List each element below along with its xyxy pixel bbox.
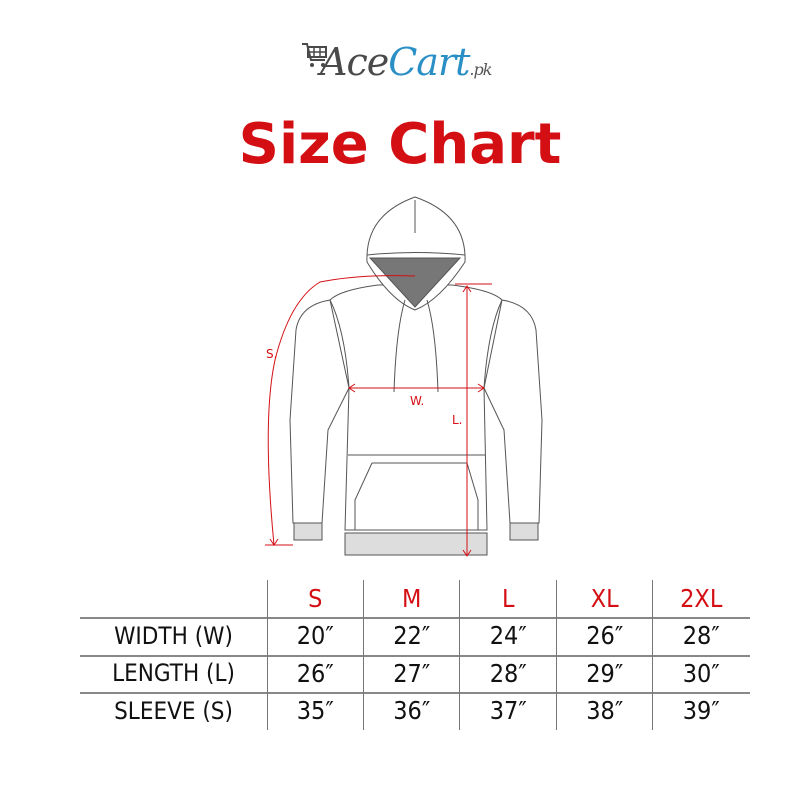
left-cuff <box>293 522 323 541</box>
size-header: 2XL <box>680 584 723 613</box>
column-divider <box>652 580 653 730</box>
sleeve-label: S. <box>266 347 277 361</box>
logo-cart: Cart <box>388 40 470 84</box>
row-label: WIDTH (W) <box>114 621 233 650</box>
table-row: WIDTH (W) 20″ 22″ 24″ 26″ 28″ <box>80 617 750 655</box>
brand-logo: AceCart.pk <box>300 36 510 96</box>
table-cell: 28″ <box>489 658 527 688</box>
hem-ribbing <box>344 532 488 556</box>
table-row: LENGTH (L) 26″ 27″ 28″ 29″ 30″ <box>80 655 750 693</box>
table-header-row: S M L XL 2XL <box>80 580 750 617</box>
column-divider <box>363 580 364 730</box>
length-label: L. <box>452 413 463 427</box>
table-row: SLEEVE (S) 35″ 36″ 37″ 38″ 39″ <box>80 692 750 730</box>
page-title: Size Chart <box>238 112 562 177</box>
logo-ace: Ace <box>320 40 389 84</box>
table-cell: 29″ <box>586 658 624 688</box>
row-label: LENGTH (L) <box>112 659 235 688</box>
table-cell: 39″ <box>682 696 720 726</box>
table-cell: 26″ <box>296 658 334 688</box>
right-sleeve <box>483 299 543 524</box>
table-cell: 28″ <box>682 621 720 651</box>
row-divider <box>80 655 750 657</box>
size-header: XL <box>590 584 619 613</box>
table-cell: 36″ <box>393 696 431 726</box>
row-label: SLEEVE (S) <box>114 696 233 725</box>
size-header: M <box>402 584 422 613</box>
table-cell: 35″ <box>296 696 334 726</box>
size-header: L <box>501 584 515 613</box>
right-cuff <box>509 522 539 541</box>
sleeve-measure-line <box>267 275 416 546</box>
left-sleeve <box>289 299 350 524</box>
logo-suffix: .pk <box>469 60 492 79</box>
table-cell: 20″ <box>296 621 334 651</box>
column-divider <box>556 580 557 730</box>
table-cell: 37″ <box>489 696 527 726</box>
table-cell: 30″ <box>682 658 720 688</box>
size-header: S <box>308 584 323 613</box>
table-cell: 24″ <box>489 621 527 651</box>
hoodie-diagram: W. L. S. <box>265 196 543 557</box>
width-label: W. <box>410 394 424 408</box>
table-cell: 38″ <box>586 696 624 726</box>
table-cell: 26″ <box>586 621 624 651</box>
row-divider <box>80 692 750 694</box>
row-divider <box>80 617 750 619</box>
column-divider <box>459 580 460 730</box>
column-divider <box>267 580 268 730</box>
hoodie-body <box>329 284 503 531</box>
shopping-cart-icon <box>302 43 327 67</box>
table-cell: 27″ <box>393 658 431 688</box>
table-cell: 22″ <box>393 621 431 651</box>
